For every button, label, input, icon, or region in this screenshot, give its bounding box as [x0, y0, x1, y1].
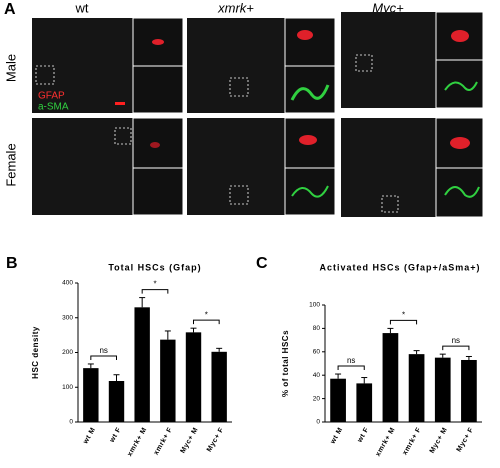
signal	[290, 84, 330, 101]
significance-bracket	[90, 355, 117, 360]
y-tick-label: 100	[62, 384, 73, 391]
bar	[134, 307, 150, 422]
signal	[444, 81, 478, 91]
micrograph	[187, 118, 285, 215]
signal	[152, 39, 164, 45]
micrograph	[341, 118, 436, 217]
panel-letter: B	[6, 255, 18, 272]
bar	[108, 380, 125, 422]
x-tick-label: xmrk+ F	[402, 426, 423, 456]
x-tick-label: xmrk+ F	[153, 426, 174, 456]
chart-title: Total HSCs (Gfap)	[108, 262, 201, 272]
y-tick-label: 100	[309, 302, 320, 309]
y-tick-label: 0	[316, 419, 320, 426]
inset	[284, 17, 336, 67]
signal	[450, 137, 470, 149]
panel-a: A wt xmrk+ Myc+ Male Female GFAP a-SMA	[3, 0, 484, 218]
panel-letter: A	[4, 1, 16, 18]
roi-box	[355, 54, 373, 72]
y-tick-label: 80	[313, 325, 321, 332]
y-tick-label: 400	[62, 280, 73, 287]
significance-bracket	[442, 345, 470, 351]
significance-label: *	[402, 311, 405, 320]
signal	[299, 135, 317, 145]
x-tick-label: Myc+ F	[456, 426, 476, 453]
inset	[132, 65, 184, 114]
x-tick-label: Myc+ F	[206, 426, 226, 453]
x-tick-label: wt M	[329, 426, 344, 446]
bar	[160, 339, 176, 422]
bar	[83, 368, 99, 422]
column-label: wt	[75, 0, 89, 15]
y-tick-label: 60	[313, 349, 321, 356]
scale-bar	[115, 102, 125, 105]
row-label: Male	[3, 54, 18, 82]
signal	[444, 186, 480, 198]
column-label: xmrk+	[217, 0, 254, 15]
y-tick-label: 0	[69, 419, 73, 426]
stain-label: a-SMA	[38, 102, 69, 113]
column-label: Myc+	[372, 0, 404, 15]
chart-title: Activated HSCs (Gfap+/aSma+)	[319, 262, 480, 272]
micrograph	[187, 18, 285, 113]
roi-box	[229, 77, 249, 97]
stain-label: GFAP	[38, 91, 65, 102]
significance-bracket	[193, 319, 220, 325]
bar	[330, 378, 346, 422]
bar	[461, 359, 477, 422]
significance-label: ns	[347, 356, 355, 365]
micrograph	[32, 118, 133, 215]
significance-bracket	[141, 289, 169, 294]
y-tick-label: 300	[62, 314, 73, 321]
y-tick-label: 200	[62, 349, 73, 356]
y-axis-label: % of total HSCs	[281, 330, 290, 397]
roi-box	[229, 185, 249, 205]
roi-box	[114, 127, 132, 145]
signal	[297, 30, 313, 40]
x-tick-label: Myc+ M	[429, 426, 449, 454]
significance-label: ns	[452, 336, 460, 345]
row-label: Female	[3, 143, 18, 186]
bar	[434, 357, 451, 422]
x-tick-label: xmrk+ M	[375, 426, 397, 457]
micrograph	[341, 12, 436, 108]
bar	[211, 351, 227, 422]
significance-bracket	[337, 365, 365, 371]
micrograph	[32, 18, 133, 113]
significance-label: *	[205, 310, 208, 319]
y-tick-label: 40	[313, 372, 321, 379]
significance-label: ns	[99, 346, 107, 355]
x-tick-label: Myc+ M	[180, 426, 200, 454]
signal	[150, 142, 160, 148]
x-tick-label: xmrk+ M	[126, 426, 148, 457]
y-axis-label: HSC density	[31, 326, 40, 379]
signal	[291, 185, 329, 198]
bar	[382, 333, 399, 422]
x-tick-label: wt F	[108, 426, 123, 444]
bar	[185, 332, 202, 422]
y-tick-label: 20	[313, 395, 321, 402]
signal	[451, 30, 469, 42]
x-tick-label: wt F	[356, 426, 371, 444]
roi-box	[381, 195, 399, 213]
roi-box	[35, 65, 55, 85]
bar	[408, 354, 425, 422]
inset	[132, 117, 184, 169]
significance-label: *	[153, 280, 156, 289]
x-tick-label: wt M	[82, 426, 97, 446]
bar	[356, 383, 373, 422]
inset	[132, 167, 184, 216]
panel-letter: C	[256, 255, 268, 272]
significance-bracket	[389, 319, 418, 325]
